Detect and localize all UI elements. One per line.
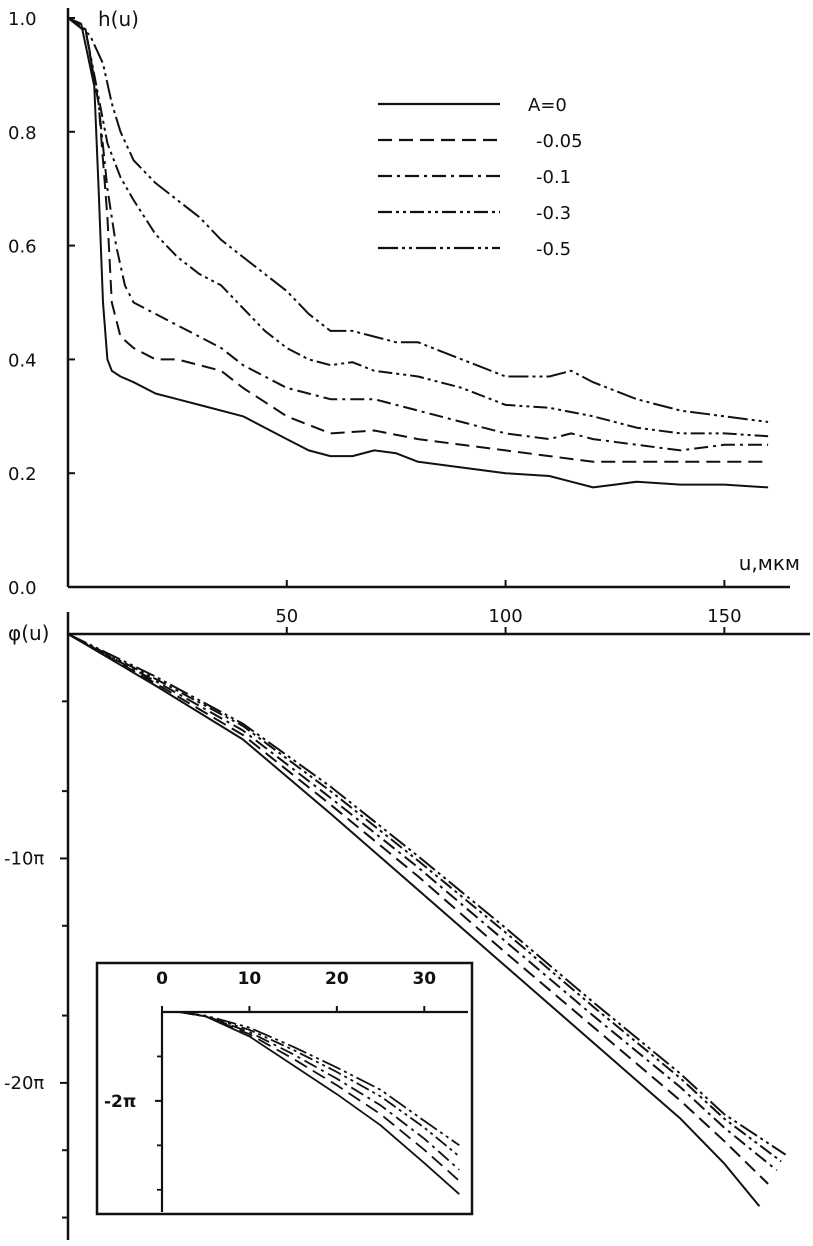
inset-series-0-3 <box>179 1011 460 1158</box>
phase-series-A-0 <box>67 633 761 1207</box>
phase-series-0-1 <box>67 633 778 1172</box>
phase-y-tick-label: -10π <box>4 848 44 869</box>
phase-series-0-3 <box>67 633 782 1163</box>
phase-inset-chart: 0 10 20 30 -2π <box>95 961 474 1216</box>
amplitude-series-0-5 <box>67 17 769 423</box>
amplitude-y-tick-label: 1.0 <box>8 9 37 30</box>
phase-x-tick-label: 150 <box>707 606 741 627</box>
amplitude-series-0-3 <box>67 17 769 438</box>
amplitude-y-tick-label: 0.6 <box>8 237 37 258</box>
phase-y-tick-label: -20π <box>4 1073 44 1094</box>
inset-series-0-5 <box>179 1011 460 1147</box>
inset-x-tick-label: 30 <box>412 969 436 989</box>
amplitude-y-axis-title: h(u) <box>98 7 139 31</box>
legend-label-0-1: -0.1 <box>536 167 571 188</box>
amplitude-chart: 0.0 0.2 0.4 0.6 0.8 1.0 h(u) u,мкм A=0 -0.05 -0.1 -… <box>8 7 800 599</box>
inset-x-tick-label: 0 <box>156 969 168 989</box>
amplitude-y-tick-label: 0.2 <box>8 464 37 485</box>
legend-label-0-5: -0.5 <box>536 239 571 260</box>
amplitude-y-tick-label: 0.4 <box>8 350 37 371</box>
phase-x-tick-label: 50 <box>275 606 298 627</box>
phase-y-axis-title: φ(u) <box>8 621 49 645</box>
phase-x-tick-label: 100 <box>488 606 522 627</box>
legend-label-A-0: A=0 <box>528 95 567 116</box>
amplitude-x-axis-title: u,мкм <box>739 551 800 575</box>
amplitude-y-tick-label: 0.0 <box>8 578 37 599</box>
amplitude-series-0-1 <box>67 17 769 452</box>
amplitude-series-A-0 <box>67 17 769 489</box>
inset-frame <box>95 961 474 1216</box>
inset-x-tick-label: 10 <box>238 969 262 989</box>
inset-x-tick-label: 20 <box>325 969 349 989</box>
legend-label-0-3: -0.3 <box>536 203 571 224</box>
phase-series-0-5 <box>67 633 787 1156</box>
legend-label-0-05: -0.05 <box>536 131 583 152</box>
inset-y-tick-label: -2π <box>104 1092 136 1112</box>
amplitude-series-0-05 <box>67 17 769 463</box>
phase-series-0-05 <box>67 633 769 1185</box>
amplitude-y-tick-label: 0.8 <box>8 123 37 144</box>
